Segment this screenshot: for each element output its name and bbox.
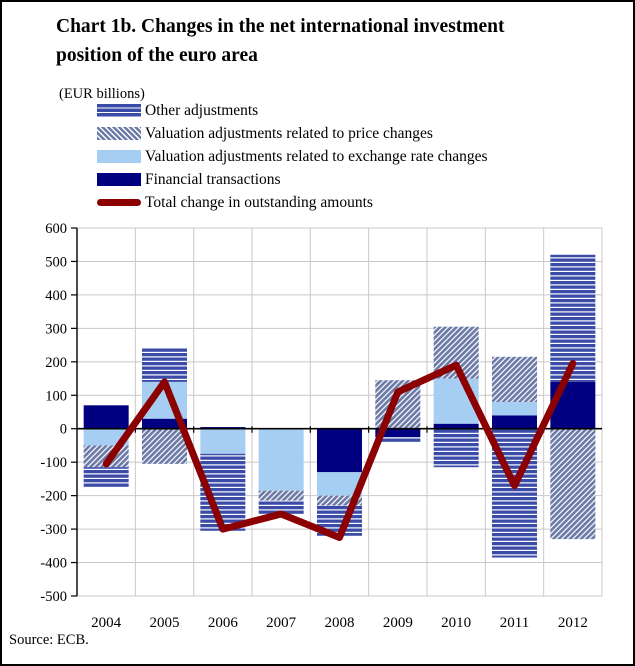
y-tick-label: 200	[45, 355, 67, 371]
x-tick-label: 2008	[325, 615, 355, 631]
y-tick-label: 500	[45, 254, 67, 270]
bar-segment-other-2004	[83, 467, 129, 488]
legend-label: Valuation adjustments related to exchang…	[145, 147, 488, 165]
source-note: Source: ECB.	[9, 632, 89, 648]
bar-segment-financial_transactions-2005	[142, 418, 187, 429]
legend-label: Valuation adjustments related to price c…	[145, 124, 433, 142]
financial-transactions-swatch-icon	[97, 173, 141, 186]
y-tick-label: -200	[40, 489, 67, 505]
bar-segment-exchange_rate-2004	[83, 428, 129, 446]
y-tick-label: -500	[40, 589, 67, 605]
legend-label: Total change in outstanding amounts	[145, 193, 373, 211]
x-tick-label: 2009	[383, 615, 413, 631]
bar-segment-financial_transactions-2006	[200, 427, 246, 429]
bar-segment-other-2010	[433, 428, 479, 468]
x-tick-label: 2010	[441, 615, 471, 631]
y-tick-label: -300	[40, 522, 67, 538]
y-tick-label: -100	[40, 455, 67, 471]
y-tick-label: 400	[45, 288, 67, 304]
price-changes-swatch-icon	[97, 127, 141, 140]
legend-item: Other adjustments	[97, 99, 488, 122]
bar-segment-price-2011	[492, 356, 537, 402]
x-tick-label: 2012	[558, 615, 588, 631]
y-tick-label: 600	[45, 221, 67, 237]
bar-segment-financial_transactions-2009	[375, 428, 421, 438]
bar-segment-price-2012	[550, 428, 596, 540]
x-tick-label: 2011	[500, 615, 529, 631]
bar-segment-other-2007	[258, 500, 304, 515]
bar-segment-exchange_rate-2006	[200, 428, 246, 454]
bar-segment-price-2008	[317, 495, 362, 506]
y-tick-label: 100	[45, 388, 67, 404]
bar-segment-financial_transactions-2008	[317, 428, 362, 473]
total-change-line	[102, 359, 577, 541]
legend-item: Total change in outstanding amounts	[97, 191, 488, 214]
y-tick-label: 0	[60, 422, 67, 438]
title-line-2: position of the euro area	[56, 45, 258, 66]
y-tick-label: -400	[40, 556, 67, 572]
units-label: (EUR billions)	[59, 86, 145, 102]
chart-legend: Other adjustments Valuation adjustments …	[97, 99, 488, 214]
legend-item: Valuation adjustments related to exchang…	[97, 145, 488, 168]
legend-item: Financial transactions	[97, 168, 488, 191]
y-tick-label: 300	[45, 321, 67, 337]
title-line-1: Chart 1b. Changes in the net internation…	[56, 16, 505, 37]
bar-segment-financial_transactions-2011	[492, 415, 537, 429]
x-tick-label: 2005	[150, 615, 180, 631]
x-tick-label: 2004	[91, 615, 122, 631]
bar-segment-exchange_rate-2008	[317, 472, 362, 496]
x-tick-label: 2007	[266, 615, 297, 631]
bar-segment-financial_transactions-2004	[83, 405, 129, 429]
legend-label: Financial transactions	[145, 170, 281, 188]
bar-segment-price-2007	[258, 490, 304, 501]
bar-segment-financial_transactions-2010	[433, 423, 479, 429]
legend-label: Other adjustments	[145, 101, 259, 119]
exchange-rate-swatch-icon	[97, 150, 141, 163]
other-adjustments-swatch-icon	[97, 104, 141, 117]
page-title: Chart 1b. Changes in the net internation…	[56, 12, 616, 70]
total-change-line-swatch-icon	[97, 199, 141, 206]
bar-segment-price-2005	[142, 428, 187, 464]
legend-item: Valuation adjustments related to price c…	[97, 122, 488, 145]
bar-segment-exchange_rate-2007	[258, 428, 304, 491]
bar-segment-other-2005	[142, 348, 187, 382]
x-tick-label: 2006	[208, 615, 239, 631]
bar-segment-exchange_rate-2011	[492, 401, 537, 416]
bar-segment-other-2009	[375, 437, 421, 443]
